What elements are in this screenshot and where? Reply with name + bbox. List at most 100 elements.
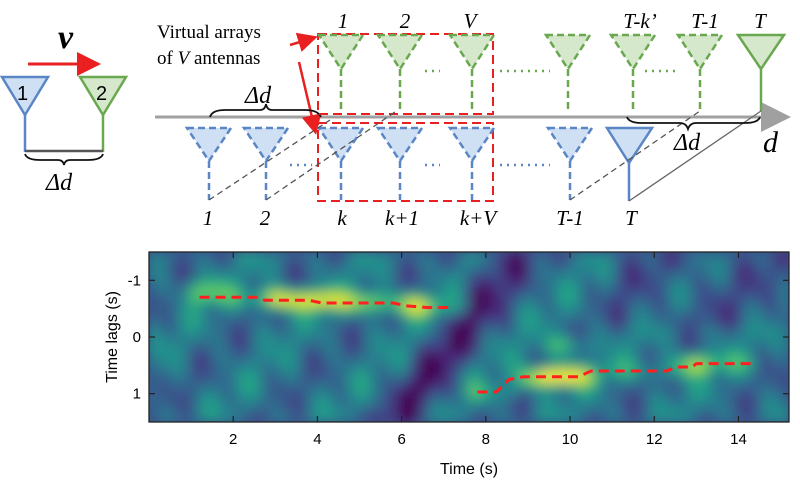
heatmap-cell <box>209 314 220 321</box>
heatmap-cell <box>169 274 180 281</box>
heatmap-cell <box>539 365 550 372</box>
heatmap-cell <box>679 371 690 378</box>
heatmap-cell <box>329 286 340 293</box>
heatmap-cell <box>689 252 700 259</box>
heatmap-cell <box>739 274 750 281</box>
heatmap-cell <box>699 280 710 287</box>
heatmap-cell <box>649 269 660 276</box>
heatmap-cell <box>229 308 240 315</box>
heatmap-cell <box>619 320 630 327</box>
heatmap-cell <box>209 416 220 422</box>
heatmap-cell <box>459 269 470 276</box>
heatmap-cell <box>729 354 740 361</box>
heatmap-cell <box>689 337 700 344</box>
heatmap-cell <box>679 348 690 355</box>
heatmap-cell <box>399 388 410 395</box>
heatmap-cell <box>319 348 330 355</box>
heatmap-cell <box>369 359 380 366</box>
heatmap-cell <box>689 371 700 378</box>
heatmap-cell <box>169 308 180 315</box>
heatmap-cell <box>319 410 330 417</box>
heatmap-cell <box>289 325 300 332</box>
heatmap-cell <box>349 376 360 383</box>
heatmap-cell <box>779 376 789 383</box>
heatmap-cell <box>469 382 480 389</box>
heatmap-cell <box>289 410 300 417</box>
heatmap-cell <box>319 416 330 422</box>
heatmap-cell <box>349 257 360 264</box>
heatmap-cell <box>769 331 780 338</box>
heatmap-cell <box>359 342 370 349</box>
heatmap-cell <box>779 303 789 310</box>
heatmap-cell <box>199 410 210 417</box>
heatmap-cell <box>399 269 410 276</box>
heatmap-cell <box>499 257 510 264</box>
heatmap-cell <box>219 274 230 281</box>
heatmap-cell <box>759 393 770 400</box>
heatmap-cell <box>429 354 440 361</box>
heatmap-cell <box>469 308 480 315</box>
heatmap-cell <box>189 348 200 355</box>
connector-T-1 <box>569 110 701 201</box>
heatmap-cell <box>529 388 540 395</box>
heatmap-cell <box>549 320 560 327</box>
heatmap-cell <box>419 376 430 383</box>
heatmap-cell <box>459 359 470 366</box>
heatmap-cell <box>219 280 230 287</box>
heatmap-cell <box>439 365 450 372</box>
heatmap-cell <box>629 252 640 259</box>
heatmap-cell <box>649 342 660 349</box>
heatmap-cell <box>529 308 540 315</box>
heatmap-cell <box>609 393 620 400</box>
heatmap-cell <box>579 320 590 327</box>
heatmap-cell <box>319 376 330 383</box>
heatmap-cell <box>159 393 170 400</box>
heatmap-cell <box>419 252 430 259</box>
heatmap-cell <box>679 393 690 400</box>
heatmap-cell <box>399 405 410 412</box>
heatmap-cell <box>669 269 680 276</box>
heatmap-cell <box>479 291 490 298</box>
heatmap-cell <box>329 320 340 327</box>
heatmap-cell <box>229 359 240 366</box>
heatmap-cell <box>559 252 570 259</box>
heatmap-cell <box>749 348 760 355</box>
heatmap-cell <box>419 280 430 287</box>
heatmap-cell <box>309 308 320 315</box>
heatmap-cell <box>479 257 490 264</box>
heatmap-cell <box>459 291 470 298</box>
heatmap-cell <box>389 393 400 400</box>
heatmap-cell <box>729 382 740 389</box>
heatmap-cell <box>319 393 330 400</box>
heatmap-cell <box>579 308 590 315</box>
heatmap-cell <box>309 371 320 378</box>
heatmap-cell <box>149 320 160 327</box>
heatmap-cell <box>329 291 340 298</box>
heatmap-cell <box>669 291 680 298</box>
heatmap-cell <box>299 382 310 389</box>
heatmap-cell <box>689 405 700 412</box>
heatmap-cell <box>659 274 670 281</box>
heatmap-cell <box>469 286 480 293</box>
heatmap-cell <box>579 269 590 276</box>
heatmap-cell <box>399 274 410 281</box>
heatmap-cell <box>159 337 170 344</box>
heatmap-cell <box>479 399 490 406</box>
heatmap-cell <box>189 274 200 281</box>
heatmap-cell <box>249 291 260 298</box>
heatmap-cell <box>559 297 570 304</box>
heatmap-cell <box>499 376 510 383</box>
heatmap-cell <box>379 399 390 406</box>
heatmap-cell <box>539 269 550 276</box>
heatmap-cell <box>419 325 430 332</box>
heatmap-cell <box>339 354 350 361</box>
heatmap-cell <box>439 280 450 287</box>
heatmap-cell <box>729 269 740 276</box>
heatmap-cell <box>449 263 460 270</box>
heatmap-cell <box>539 371 550 378</box>
heatmap-cell <box>339 303 350 310</box>
heatmap-cell <box>489 399 500 406</box>
heatmap-cell <box>689 342 700 349</box>
heatmap-cell <box>199 257 210 264</box>
heatmap-cell <box>729 376 740 383</box>
